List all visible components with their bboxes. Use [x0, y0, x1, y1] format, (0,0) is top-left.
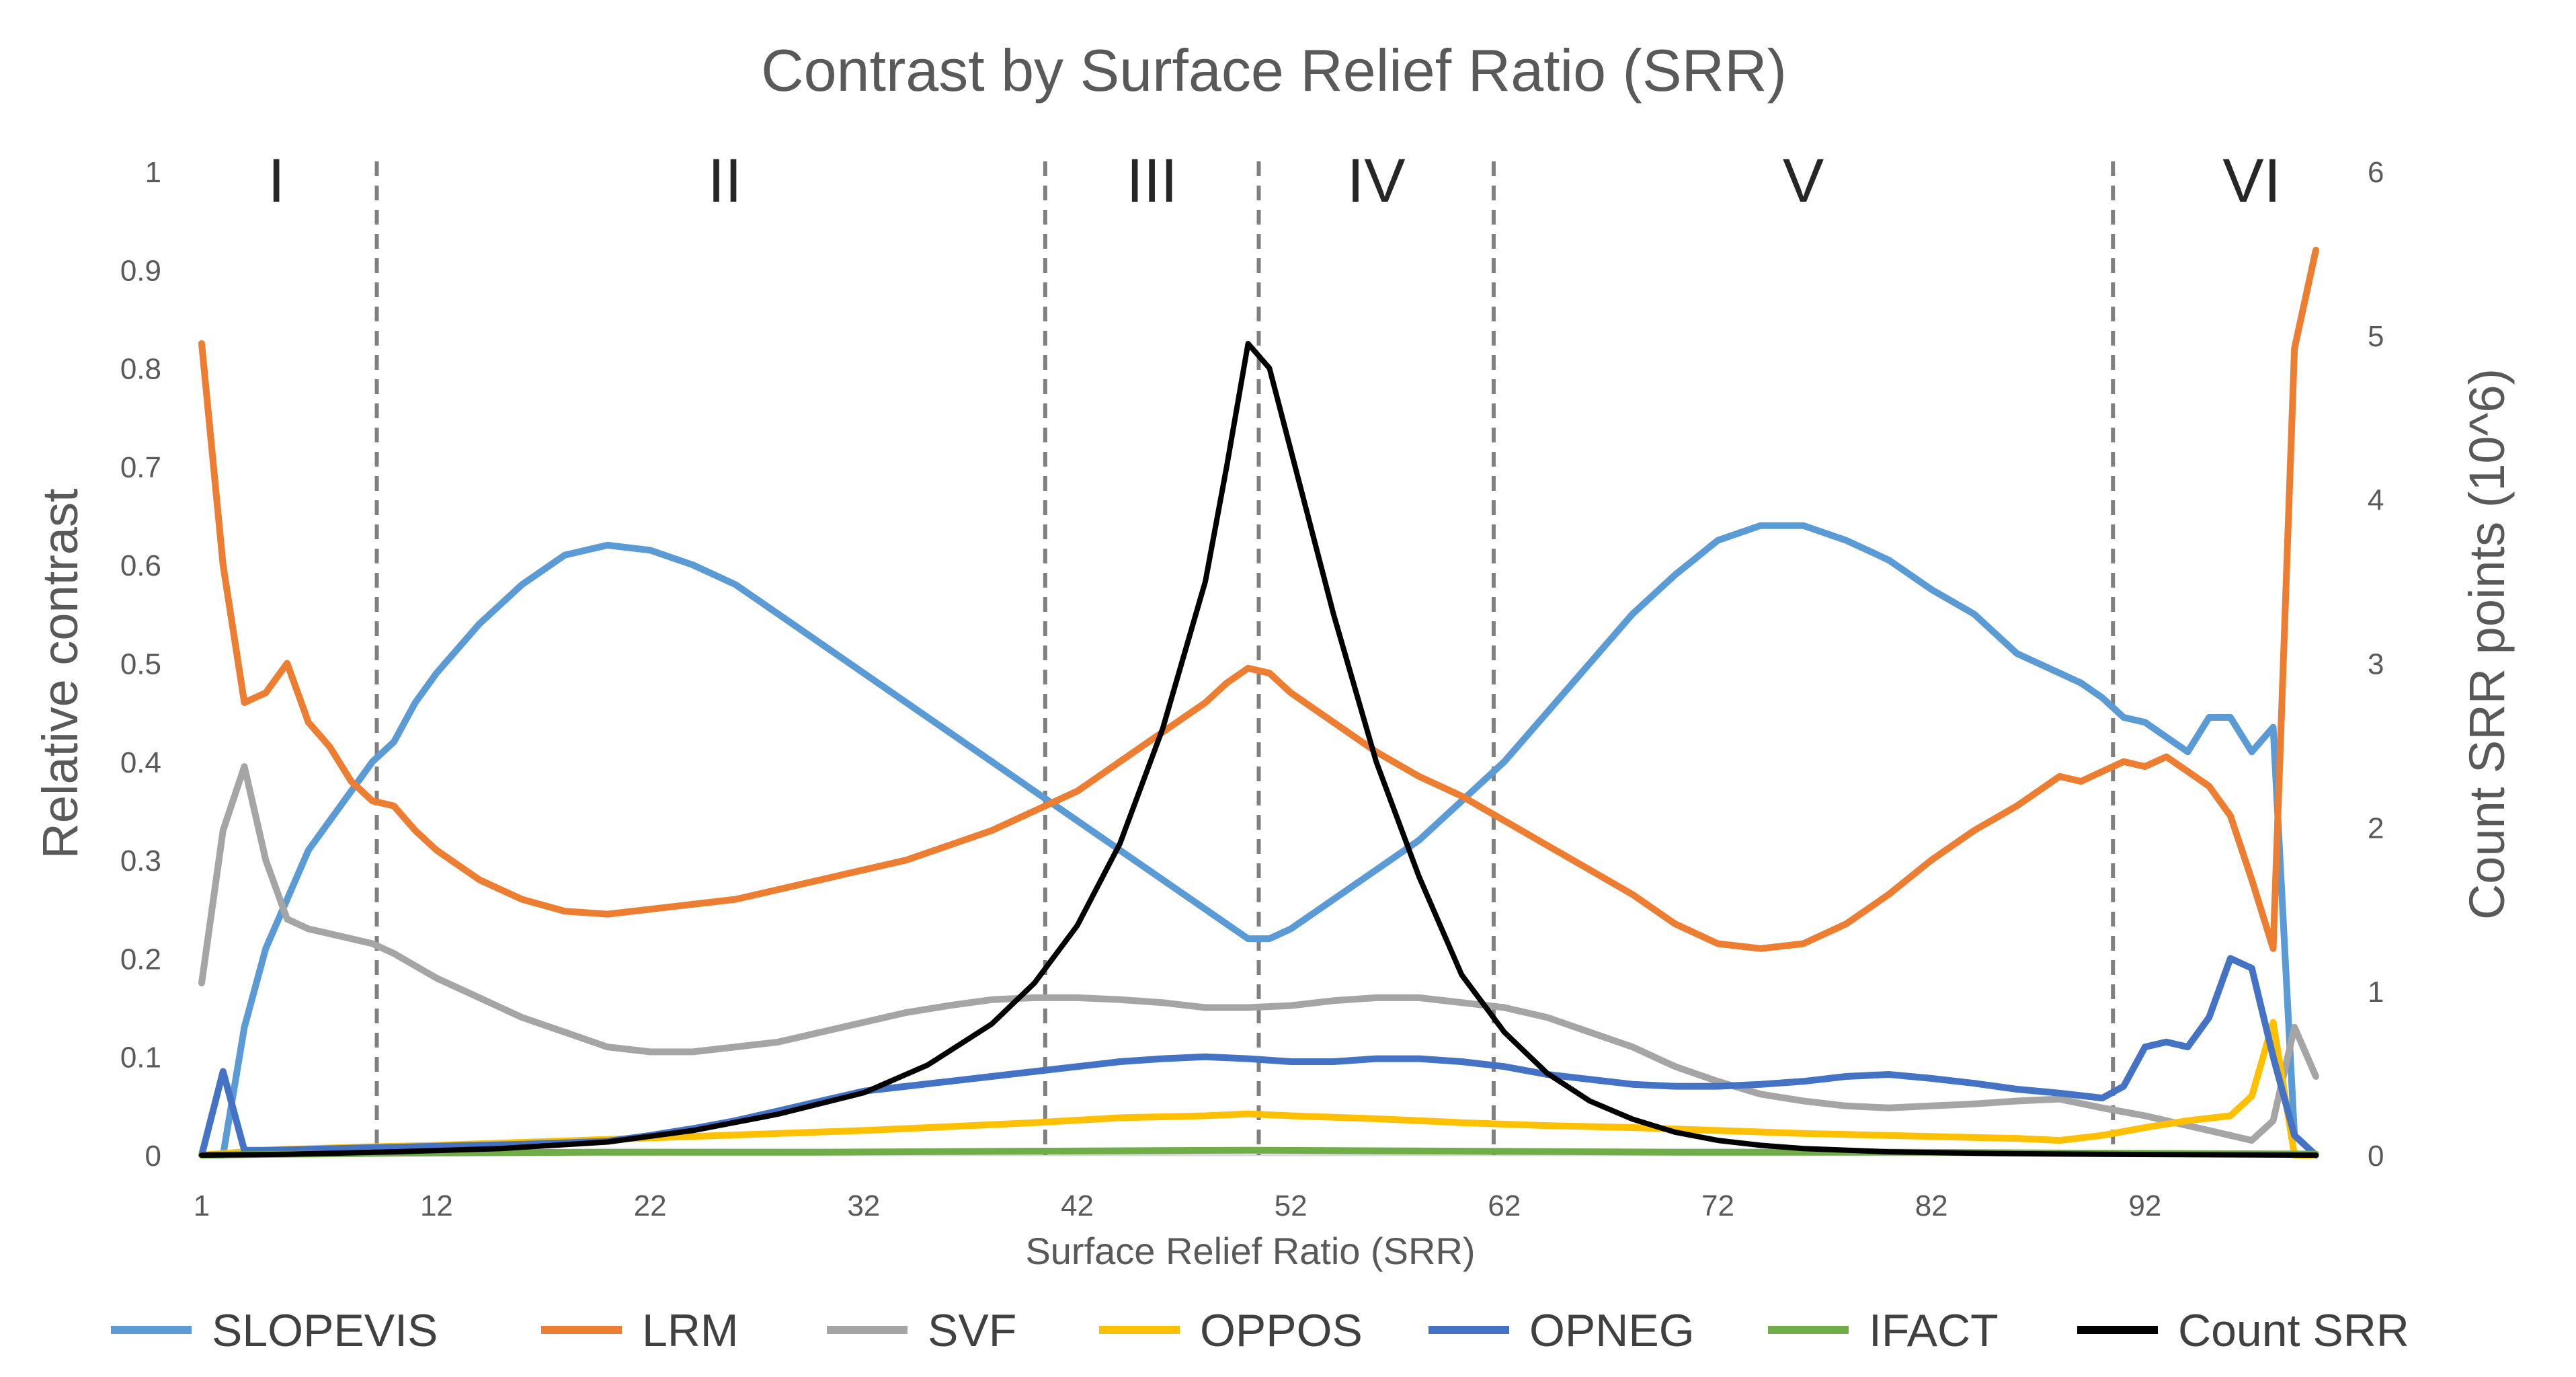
y-tick-label: 0.8 — [120, 353, 161, 386]
legend: SLOPEVIS LRM SVF OPPOS OPNEG IFACT Count SRR — [111, 1305, 2409, 1356]
y2-tick-label: 5 — [2368, 320, 2384, 353]
chart-title: Contrast by Surface Relief Ratio (SRR) — [761, 37, 1787, 104]
x-tick-label: 82 — [1915, 1189, 1948, 1222]
y2-tick-label: 6 — [2368, 156, 2384, 189]
y-tick-label: 0.3 — [120, 844, 161, 877]
series-line-svf — [198, 763, 2319, 1144]
y-tick-label: 0.4 — [120, 746, 161, 779]
x-tick-label: 12 — [420, 1189, 453, 1222]
x-tick-label: 1 — [194, 1189, 210, 1222]
series-line-lrm — [198, 247, 2319, 952]
y-tick-label: 1 — [145, 156, 161, 189]
region-label-v: V — [1783, 147, 1824, 215]
x-axis-label: Surface Relief Ratio (SRR) — [1025, 1230, 1475, 1272]
y2-tick-label: 0 — [2368, 1140, 2384, 1173]
legend-label-lrm: LRM — [642, 1305, 739, 1356]
y-tick-label: 0 — [145, 1140, 161, 1173]
x-tick-label: 92 — [2128, 1189, 2161, 1222]
region-dividers — [374, 161, 2116, 1155]
legend-label-count-srr: Count SRR — [2178, 1305, 2409, 1356]
region-label-i: I — [268, 147, 285, 215]
region-label-vi: VI — [2222, 147, 2281, 215]
region-label-iv: IV — [1347, 147, 1406, 215]
y2-tick-label: 3 — [2368, 648, 2384, 681]
legend-label-oppos: OPPOS — [1200, 1305, 1363, 1356]
x-tick-label: 42 — [1061, 1189, 1094, 1222]
y2-tick-label: 1 — [2368, 976, 2384, 1009]
x-tick-label: 72 — [1701, 1189, 1734, 1222]
region-labels: I II III IV V VI — [268, 147, 2281, 215]
region-label-iii: III — [1126, 147, 1178, 215]
legend-label-ifact: IFACT — [1869, 1305, 1999, 1356]
legend-label-opneg: OPNEG — [1529, 1305, 1695, 1356]
legend-label-svf: SVF — [928, 1305, 1016, 1356]
y-tick-label: 0.7 — [120, 451, 161, 484]
x-tick-label: 22 — [634, 1189, 667, 1222]
legend-label-slopevis: SLOPEVIS — [212, 1305, 438, 1356]
tick-labels: 1 12 22 32 42 52 62 72 82 9200.10.20.30.40.50.60.… — [120, 156, 2384, 1222]
y2-tick-label: 4 — [2368, 484, 2384, 517]
y2-axis-label: Count SRR points (10^6) — [2459, 368, 2515, 920]
x-tick-label: 62 — [1488, 1189, 1521, 1222]
y-tick-label: 0.9 — [120, 254, 161, 287]
y2-tick-label: 2 — [2368, 812, 2384, 844]
region-label-ii: II — [708, 147, 742, 215]
y-tick-label: 0.6 — [120, 549, 161, 582]
x-tick-label: 52 — [1275, 1189, 1307, 1222]
series-group — [198, 247, 2319, 1158]
y-tick-label: 0.2 — [120, 943, 161, 976]
series-line-count-srr — [199, 341, 2319, 1158]
x-tick-label: 32 — [847, 1189, 880, 1222]
y-axis-label: Relative contrast — [32, 488, 88, 859]
y-tick-label: 0.5 — [120, 648, 161, 681]
series-line-slopevis — [198, 522, 2319, 1158]
y-tick-label: 0.1 — [120, 1041, 161, 1074]
